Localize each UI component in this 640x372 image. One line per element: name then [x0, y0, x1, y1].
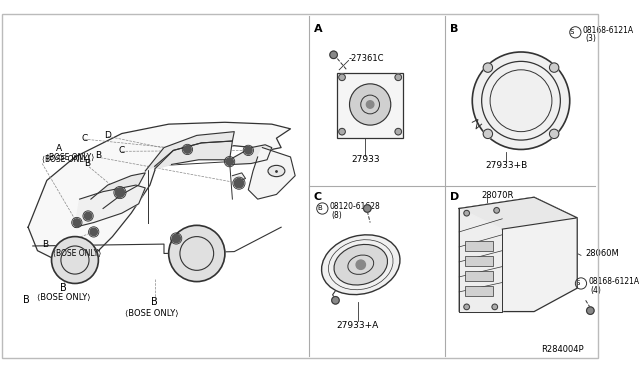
Text: ⟨BOSE ONLY⟩: ⟨BOSE ONLY⟩ — [37, 293, 90, 302]
Circle shape — [339, 128, 346, 135]
Text: C: C — [81, 134, 88, 143]
Text: D: D — [450, 192, 459, 202]
Circle shape — [366, 101, 374, 108]
Text: B: B — [60, 283, 67, 293]
Text: B: B — [317, 205, 322, 212]
Circle shape — [332, 296, 339, 304]
Text: S: S — [570, 29, 574, 35]
Text: 27933+A: 27933+A — [337, 321, 379, 330]
Circle shape — [550, 63, 559, 72]
Text: B: B — [42, 240, 48, 248]
Polygon shape — [459, 197, 577, 229]
Polygon shape — [248, 148, 295, 199]
Circle shape — [587, 307, 594, 314]
Text: R284004P: R284004P — [541, 344, 584, 353]
Circle shape — [364, 205, 371, 212]
Circle shape — [464, 304, 470, 310]
Polygon shape — [91, 173, 145, 208]
Text: C: C — [314, 192, 322, 202]
Text: -27361C: -27361C — [349, 54, 384, 63]
Text: B: B — [151, 297, 158, 307]
Text: B: B — [84, 159, 90, 168]
Bar — [465, 271, 493, 280]
Text: 08168-6121A: 08168-6121A — [583, 26, 634, 35]
Ellipse shape — [321, 235, 400, 295]
Circle shape — [244, 147, 252, 154]
Text: B: B — [95, 151, 102, 160]
Circle shape — [550, 129, 559, 138]
Text: A: A — [314, 23, 323, 33]
Text: ⟨BOSE ONLY⟩: ⟨BOSE ONLY⟩ — [125, 309, 179, 318]
Text: 27933+B: 27933+B — [485, 161, 527, 170]
Circle shape — [52, 237, 99, 283]
Text: B: B — [24, 295, 30, 305]
Polygon shape — [232, 173, 246, 182]
Polygon shape — [459, 197, 577, 312]
Circle shape — [339, 74, 346, 81]
Bar — [465, 256, 493, 266]
Circle shape — [234, 179, 244, 188]
Circle shape — [226, 158, 234, 166]
Circle shape — [184, 146, 191, 153]
Ellipse shape — [334, 244, 387, 285]
Bar — [465, 241, 493, 251]
Circle shape — [73, 219, 81, 226]
Text: (3): (3) — [586, 34, 596, 44]
Circle shape — [494, 208, 499, 213]
Text: C: C — [118, 146, 125, 155]
Text: 08120-61628: 08120-61628 — [330, 202, 381, 211]
Polygon shape — [28, 122, 291, 265]
Text: D: D — [104, 131, 111, 140]
Text: (8): (8) — [332, 211, 342, 219]
Text: ⟨BOSE ONLY⟩: ⟨BOSE ONLY⟩ — [53, 249, 102, 258]
Text: S: S — [576, 280, 580, 286]
Polygon shape — [155, 141, 232, 169]
Text: B: B — [450, 23, 458, 33]
Text: ⟨BOSE ONLY⟩: ⟨BOSE ONLY⟩ — [46, 153, 95, 161]
Circle shape — [172, 234, 180, 243]
Text: ⟨BOSE ONLY⟩: ⟨BOSE ONLY⟩ — [42, 155, 90, 164]
Text: 28060M: 28060M — [586, 249, 620, 258]
Polygon shape — [145, 132, 234, 171]
Circle shape — [84, 212, 92, 220]
Bar — [337, 73, 403, 138]
Ellipse shape — [268, 166, 285, 177]
Text: 08168-6121A: 08168-6121A — [588, 277, 639, 286]
Circle shape — [169, 225, 225, 282]
Circle shape — [115, 188, 125, 197]
Circle shape — [483, 63, 493, 72]
Polygon shape — [75, 185, 145, 227]
Text: A: A — [56, 144, 62, 153]
Circle shape — [464, 210, 470, 216]
Circle shape — [483, 129, 493, 138]
Text: (4): (4) — [590, 286, 601, 295]
Text: 27933: 27933 — [351, 155, 380, 164]
Text: 28070R: 28070R — [482, 191, 514, 200]
Bar — [465, 286, 493, 296]
Circle shape — [492, 304, 497, 310]
Circle shape — [349, 84, 391, 125]
Circle shape — [472, 52, 570, 150]
Circle shape — [90, 228, 97, 236]
Circle shape — [395, 128, 401, 135]
Circle shape — [356, 260, 365, 269]
Circle shape — [395, 74, 401, 81]
Circle shape — [330, 51, 337, 58]
Polygon shape — [230, 145, 272, 164]
Polygon shape — [459, 208, 502, 312]
